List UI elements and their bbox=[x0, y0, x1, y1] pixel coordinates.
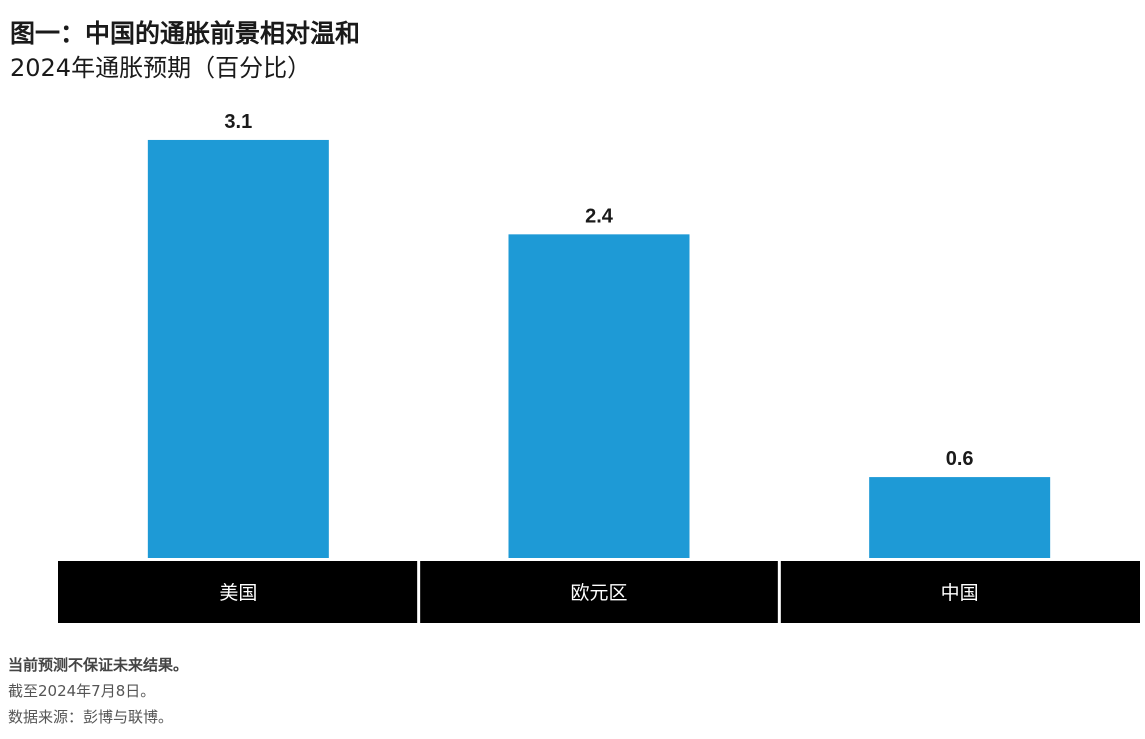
source-note: 数据来源：彭博与联博。 bbox=[8, 708, 174, 726]
chart-subtitle: 2024年通胀预期（百分比） bbox=[10, 54, 312, 82]
category-label-2: 欧元区 bbox=[570, 582, 627, 604]
value-label-3: 0.6 bbox=[946, 448, 974, 470]
category-band-3 bbox=[780, 561, 1140, 623]
category-band-1 bbox=[58, 561, 418, 623]
bar-2 bbox=[508, 234, 690, 559]
bar-3 bbox=[869, 477, 1051, 558]
category-label-3: 中国 bbox=[941, 582, 979, 604]
bar-1 bbox=[147, 139, 329, 558]
category-label-1: 美国 bbox=[219, 582, 257, 604]
disclaimer-note: 当前预测不保证未来结果。 bbox=[8, 656, 189, 674]
category-band-2 bbox=[420, 561, 778, 623]
value-label-1: 3.1 bbox=[224, 111, 252, 133]
as-of-note: 截至2024年7月8日。 bbox=[8, 682, 156, 700]
chart-title: 图一：中国的通胀前景相对温和 bbox=[10, 19, 361, 48]
value-label-2: 2.4 bbox=[585, 205, 614, 227]
